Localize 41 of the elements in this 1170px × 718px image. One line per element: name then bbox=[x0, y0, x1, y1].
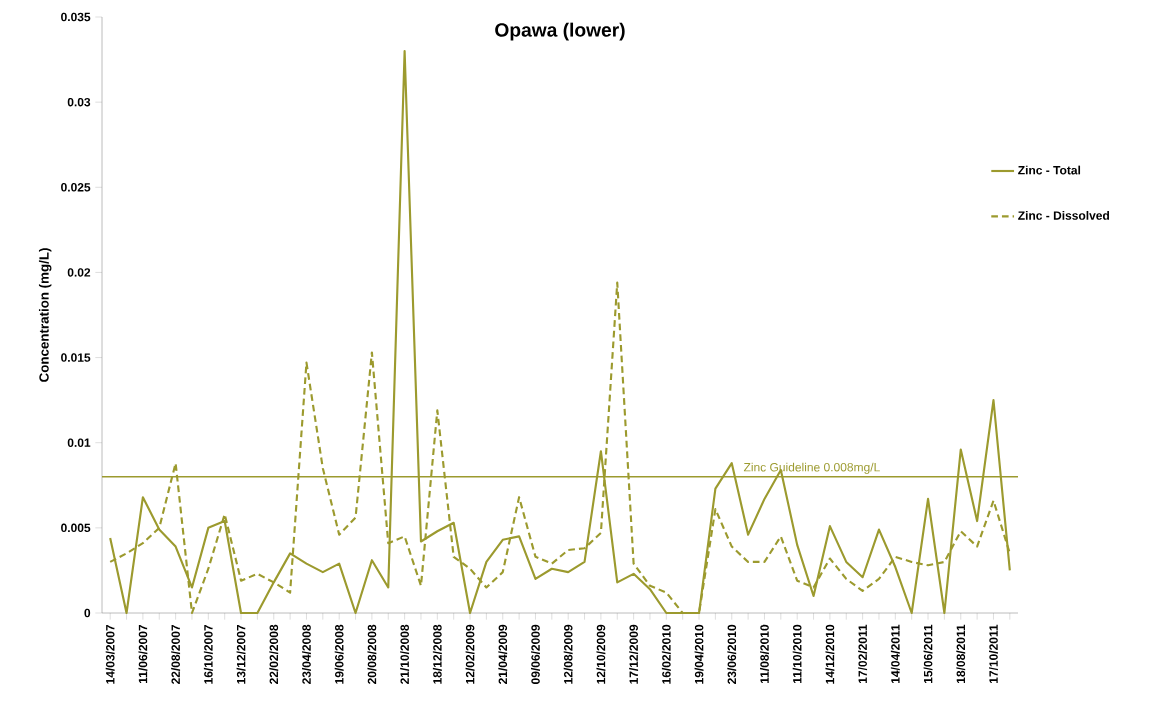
x-tick-label: 14/12/2010 bbox=[825, 624, 835, 684]
x-tick-label: 18/08/2011 bbox=[956, 624, 966, 684]
x-tick-label: 17/10/2011 bbox=[989, 624, 998, 684]
x-tick-label: 23/06/2010 bbox=[727, 624, 737, 685]
y-tick-label: 0.015 bbox=[61, 353, 91, 362]
y-tick-label: 0.005 bbox=[61, 523, 91, 533]
x-tick-label: 19/06/2008 bbox=[334, 624, 344, 684]
legend-label: Zinc - Total bbox=[1018, 165, 1081, 175]
y-tick-label: 0 bbox=[84, 608, 91, 618]
x-tick-label: 09/06/2009 bbox=[531, 624, 540, 684]
ref-line-label: Zinc Guideline 0.008mg/L bbox=[743, 462, 880, 474]
x-tick-label: 17/02/2011 bbox=[858, 624, 868, 684]
x-tick-label: 22/02/2008 bbox=[269, 624, 279, 685]
x-tick-label: 12/08/2009 bbox=[563, 624, 573, 684]
legend-label: Zinc - Dissolved bbox=[1018, 211, 1109, 220]
x-tick-label: 11/08/2010 bbox=[760, 624, 769, 684]
x-tick-label: 23/04/2008 bbox=[302, 624, 311, 685]
x-tick-label: 13/12/2007 bbox=[236, 624, 246, 684]
x-tick-label: 21/04/2009 bbox=[498, 624, 508, 685]
x-tick-label: 21/10/2008 bbox=[400, 624, 410, 685]
y-tick-label: 0.03 bbox=[67, 97, 91, 107]
x-tick-label: 11/10/2010 bbox=[792, 624, 802, 684]
x-tick-label: 16/02/2010 bbox=[661, 624, 671, 684]
chart-title: Opawa (lower) bbox=[495, 22, 625, 41]
x-tick-label: 19/04/2010 bbox=[694, 624, 704, 684]
x-tick-label: 12/10/2009 bbox=[596, 624, 606, 684]
x-tick-label: 20/08/2008 bbox=[367, 624, 377, 685]
x-tick-label: 14/03/2007 bbox=[105, 624, 115, 684]
x-tick-label: 18/12/2008 bbox=[432, 624, 442, 684]
y-tick-label: 0.035 bbox=[61, 12, 91, 22]
y-tick-label: 0.025 bbox=[61, 183, 91, 192]
x-tick-label: 12/02/2009 bbox=[465, 624, 475, 684]
y-tick-label: 0.02 bbox=[67, 268, 91, 277]
x-tick-label: 16/10/2007 bbox=[203, 624, 213, 684]
x-tick-label: 17/12/2009 bbox=[629, 624, 639, 684]
x-tick-label: 22/08/2007 bbox=[171, 624, 181, 685]
x-tick-label: 11/06/2007 bbox=[138, 624, 148, 684]
x-tick-label: 14/04/2011 bbox=[890, 624, 900, 684]
y-tick-label: 0.01 bbox=[67, 438, 91, 447]
y-axis-title: Concentration (mg/L) bbox=[38, 248, 52, 382]
x-tick-label: 15/06/2011 bbox=[923, 624, 933, 684]
